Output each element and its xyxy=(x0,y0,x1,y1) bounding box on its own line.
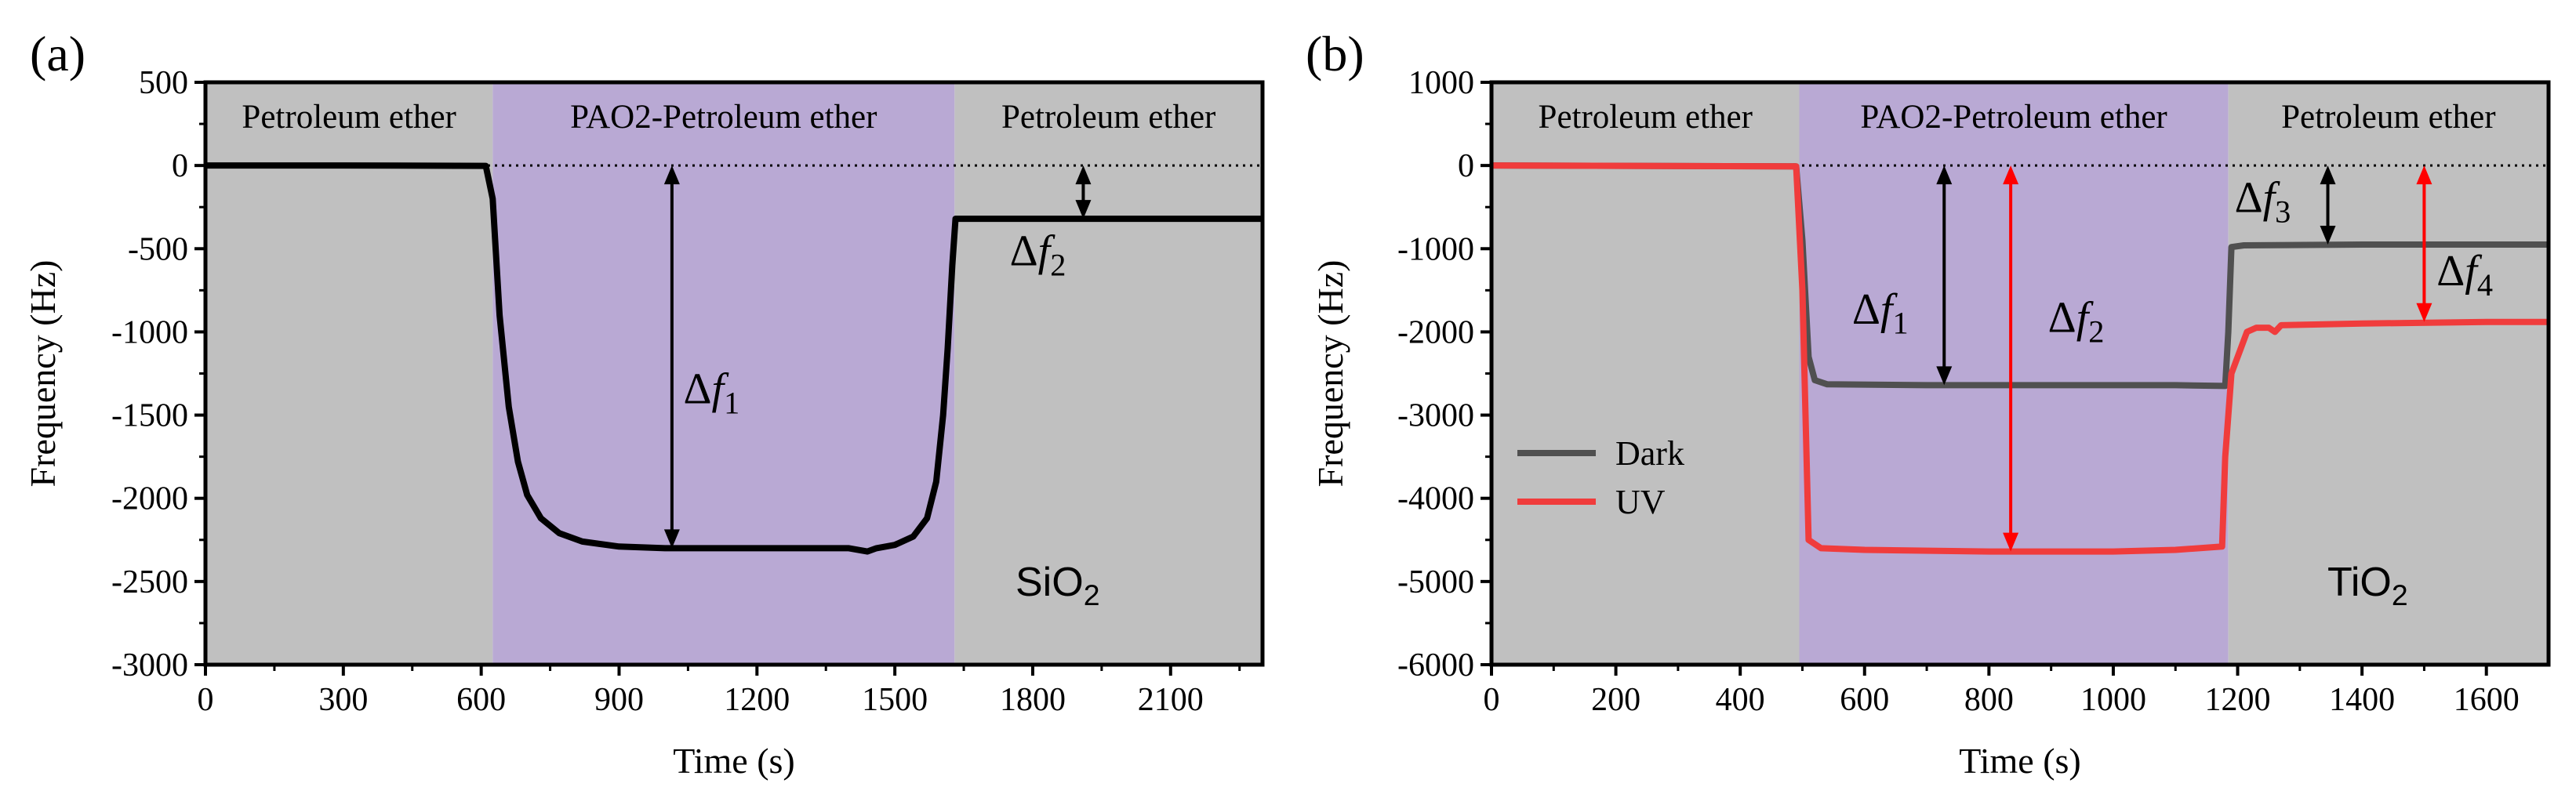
delta-f3-label: Δf3 xyxy=(2235,174,2291,230)
series-line-uv xyxy=(1491,162,2549,555)
region-label-0: Petroleum ether xyxy=(1539,99,1753,136)
delta-f1-label: Δf1 xyxy=(1852,285,1909,341)
y-tick-label: -5000 xyxy=(1397,564,1474,600)
region-band-1 xyxy=(1799,82,2229,665)
region-label-0: Petroleum ether xyxy=(242,99,456,136)
arrow-head-top-0 xyxy=(1936,165,1953,185)
y-tick-label: -6000 xyxy=(1397,647,1474,684)
arrow-head-top-2 xyxy=(2320,165,2336,185)
material-label: SiO2 xyxy=(1016,560,1100,611)
y-tick-label: 0 xyxy=(1458,148,1474,184)
region-band-2 xyxy=(954,82,1263,665)
region-label-2: Petroleum ether xyxy=(2281,99,2495,136)
y-tick-label: -1000 xyxy=(111,314,188,350)
chart-panel-b: Petroleum ether PAO2-Petroleum ether Petro… xyxy=(1306,26,2551,781)
region-band-1 xyxy=(492,82,955,665)
x-axis-label: Time (s) xyxy=(673,741,795,781)
y-tick-label: 0 xyxy=(172,148,188,184)
region-label-1: PAO2-Petroleum ether xyxy=(570,99,877,136)
x-tick-label: 300 xyxy=(318,682,368,718)
arrow-head-bottom-3 xyxy=(2416,303,2432,322)
delta-f4-label: Δf4 xyxy=(2436,247,2493,303)
x-tick-label: 0 xyxy=(1484,682,1500,718)
y-tick-label: -2500 xyxy=(111,564,188,600)
arrow-head-bottom-0 xyxy=(663,529,680,549)
y-axis-label: Frequency (Hz) xyxy=(1310,260,1350,488)
y-tick-label: -3000 xyxy=(1397,398,1474,434)
series-line-sio2 xyxy=(205,162,1263,555)
chart-panel-a: Petroleum ether PAO2-Petroleum ether Petro… xyxy=(23,26,1265,781)
x-tick-label: 800 xyxy=(1964,682,2014,718)
x-tick-label: 1200 xyxy=(2205,682,2271,718)
y-tick-label: -1500 xyxy=(111,398,188,434)
x-axis-label: Time (s) xyxy=(1959,741,2081,781)
legend-label-uv: UV xyxy=(1615,483,1666,521)
arrow-head-bottom-2 xyxy=(2320,225,2336,245)
arrow-head-bottom-0 xyxy=(1936,366,1953,386)
x-tick-label: 200 xyxy=(1591,682,1640,718)
panel-label: (b) xyxy=(1306,26,1364,82)
legend-label-dark: Dark xyxy=(1615,434,1684,473)
material-label: TiO2 xyxy=(2327,560,2408,611)
x-tick-label: 1800 xyxy=(1000,682,1066,718)
x-tick-label: 0 xyxy=(198,682,214,718)
x-tick-label: 900 xyxy=(594,682,644,718)
region-label-2: Petroleum ether xyxy=(1001,99,1215,136)
x-tick-label: 600 xyxy=(1840,682,1889,718)
x-tick-label: 1400 xyxy=(2329,682,2395,718)
arrow-head-top-3 xyxy=(2416,165,2432,185)
y-tick-label: -500 xyxy=(128,231,188,267)
arrow-head-top-1 xyxy=(1075,165,1092,185)
y-tick-label: -3000 xyxy=(111,647,188,684)
x-tick-label: 600 xyxy=(456,682,506,718)
arrow-head-bottom-1 xyxy=(2003,532,2019,552)
y-axis-label: Frequency (Hz) xyxy=(23,260,63,488)
x-tick-label: 1600 xyxy=(2454,682,2520,718)
y-tick-label: -1000 xyxy=(1397,231,1474,267)
x-tick-label: 1000 xyxy=(2080,682,2146,718)
region-band-0 xyxy=(205,82,493,665)
y-tick-label: -4000 xyxy=(1397,481,1474,517)
region-band-0 xyxy=(1491,82,1800,665)
arrow-head-top-0 xyxy=(663,165,680,185)
arrow-head-bottom-1 xyxy=(1075,200,1092,219)
x-tick-label: 2100 xyxy=(1138,682,1204,718)
x-tick-label: 1200 xyxy=(724,682,790,718)
arrow-head-top-1 xyxy=(2003,165,2019,185)
y-tick-label: -2000 xyxy=(111,481,188,517)
x-tick-label: 400 xyxy=(1716,682,1765,718)
x-tick-label: 1500 xyxy=(862,682,928,718)
region-label-1: PAO2-Petroleum ether xyxy=(1860,99,2167,136)
y-tick-label: -2000 xyxy=(1397,314,1474,350)
y-tick-label: 500 xyxy=(139,65,188,101)
panel-label: (a) xyxy=(30,26,85,82)
region-band-2 xyxy=(2228,82,2549,665)
y-tick-label: 1000 xyxy=(1408,65,1474,101)
